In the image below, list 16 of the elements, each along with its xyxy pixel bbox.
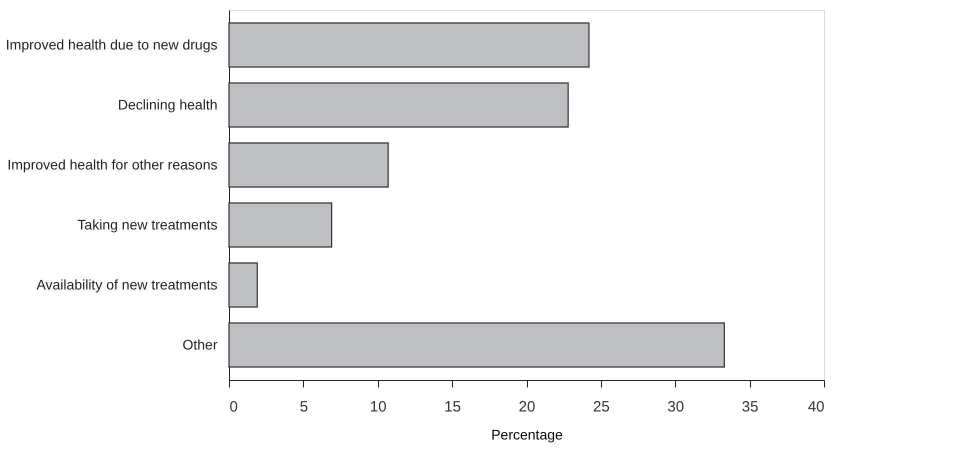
x-tick-label: 15 (444, 398, 461, 416)
x-tick-label: 5 (300, 398, 308, 416)
x-tick-label: 20 (518, 398, 536, 416)
x-tick-label: 25 (593, 398, 610, 416)
y-tick-label: Declining health (118, 96, 218, 112)
x-tick-label: 0 (230, 398, 238, 416)
x-tick-label: 35 (742, 398, 758, 416)
y-tick-label: Availability of new treatments (36, 276, 218, 292)
x-tick-label: 30 (667, 398, 684, 416)
x-tick-label: 10 (370, 398, 387, 416)
y-tick-label: Improved health due to new drugs (6, 36, 218, 52)
y-tick-label: Taking new treatments (77, 216, 218, 232)
y-tick-label: Other (182, 336, 218, 352)
y-tick-label: Improved health for other reasons (7, 156, 218, 172)
x-axis-title: Percentage (491, 426, 564, 442)
x-tick-label: 40 (808, 398, 824, 416)
